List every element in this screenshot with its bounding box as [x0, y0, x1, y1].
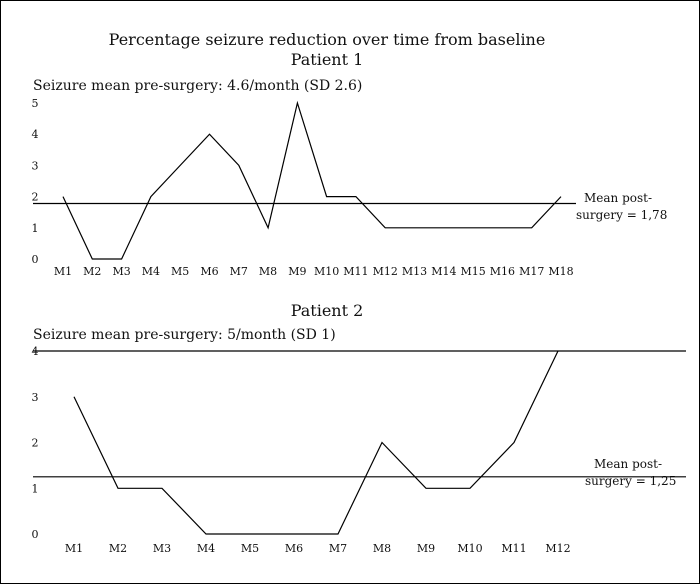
patient-1-subtitle: Seizure mean pre-surgery: 4.6/month (SD … [33, 78, 362, 94]
patient-2-y-tick-label: 2 [32, 437, 39, 450]
patient-2-x-tick-label: M7 [329, 542, 347, 555]
patient-1-x-tick-label: M10 [314, 265, 339, 278]
patient-1-mean-label-line2: surgery = 1,78 [576, 208, 667, 222]
patient-1-x-tick-label: M16 [490, 265, 515, 278]
patient-2-title: Patient 2 [291, 301, 364, 320]
figure-title: Percentage seizure reduction over time f… [109, 30, 546, 49]
patient-1-x-tick-label: M4 [142, 265, 160, 278]
patient-1-x-tick-label: M8 [259, 265, 277, 278]
patient-2-x-tick-label: M8 [373, 542, 391, 555]
patient-2-panel: Patient 2 Seizure mean pre-surgery: 5/mo… [32, 301, 686, 555]
patient-1-y-tick-label: 2 [32, 191, 39, 204]
patient-2-x-tick-label: M11 [501, 542, 526, 555]
patient-1-mean-label-line1: Mean post- [584, 191, 652, 205]
patient-1-y-tick-label: 5 [32, 97, 39, 110]
patient-1-x-tick-label: M7 [230, 265, 248, 278]
patient-1-x-tick-label: M17 [519, 265, 544, 278]
patient-1-x-tick-label: M12 [373, 265, 398, 278]
patient-1-x-tick-label: M2 [83, 265, 101, 278]
patient-2-x-tick-label: M9 [417, 542, 435, 555]
patient-1-x-tick-label: M13 [402, 265, 427, 278]
patient-1-x-tick-label: M1 [54, 265, 72, 278]
patient-2-x-tick-label: M4 [197, 542, 215, 555]
patient-2-y-tick-label: 3 [32, 391, 39, 404]
patient-2-x-tick-label: M3 [153, 542, 171, 555]
patient-1-x-tick-label: M3 [112, 265, 130, 278]
patient-2-series-line [73, 350, 559, 535]
patient-1-y-tick-label: 3 [32, 159, 39, 172]
patient-2-y-tick-label: 0 [32, 528, 39, 541]
patient-1-y-tick-label: 1 [32, 222, 39, 235]
patient-1-x-tick-label: M11 [343, 265, 368, 278]
patient-1-x-tick-label: M9 [288, 265, 306, 278]
patient-1-x-tick-label: M15 [460, 265, 485, 278]
patient-2-x-tick-label: M5 [241, 542, 259, 555]
patient-1-title: Patient 1 [291, 50, 364, 69]
patient-2-x-tick-label: M1 [65, 542, 83, 555]
patient-1-x-tick-label: M5 [171, 265, 189, 278]
patient-2-subtitle: Seizure mean pre-surgery: 5/month (SD 1) [33, 327, 336, 343]
patient-1-x-tick-label: M14 [431, 265, 456, 278]
patient-1-series-line [62, 100, 562, 260]
patient-2-x-tick-label: M6 [285, 542, 303, 555]
patient-1-x-tick-label: M6 [200, 265, 218, 278]
patient-2-mean-label-line1: Mean post- [594, 457, 662, 471]
patient-2-x-tick-label: M12 [545, 542, 570, 555]
patient-2-mean-label-line2: surgery = 1,25 [585, 474, 676, 488]
patient-1-x-tick-label: M18 [548, 265, 573, 278]
patient-2-x-tick-label: M10 [457, 542, 482, 555]
patient-2-y-tick-label: 1 [32, 482, 39, 495]
patient-1-panel: Patient 1 Seizure mean pre-surgery: 4.6/… [32, 50, 668, 278]
patient-1-y-tick-label: 0 [32, 253, 39, 266]
patient-1-y-tick-label: 4 [32, 128, 39, 141]
patient-2-x-tick-label: M2 [109, 542, 127, 555]
